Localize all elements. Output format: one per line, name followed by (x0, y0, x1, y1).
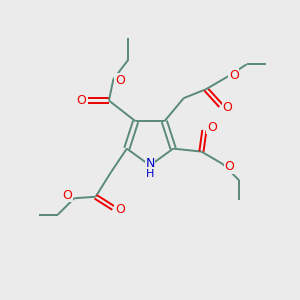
Text: O: O (63, 189, 73, 202)
Text: O: O (76, 94, 86, 107)
Text: O: O (222, 101, 232, 115)
Text: O: O (115, 203, 125, 216)
Text: H: H (146, 169, 154, 179)
Text: O: O (229, 69, 239, 82)
Text: O: O (115, 74, 125, 87)
Text: O: O (207, 121, 217, 134)
Text: N: N (145, 158, 155, 170)
Text: O: O (224, 160, 234, 173)
